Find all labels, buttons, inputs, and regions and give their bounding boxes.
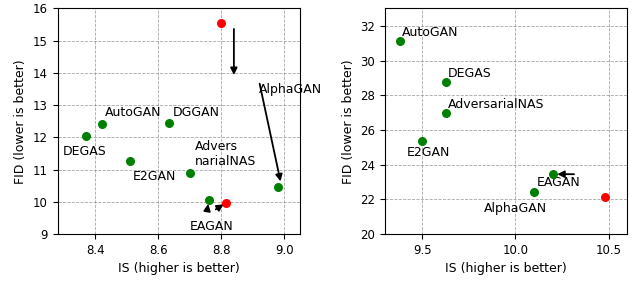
Point xyxy=(216,21,227,25)
Text: E2GAN: E2GAN xyxy=(407,146,451,158)
X-axis label: IS (higher is better): IS (higher is better) xyxy=(445,262,567,275)
Text: AlphaGAN: AlphaGAN xyxy=(484,202,547,215)
Point xyxy=(273,185,283,190)
Y-axis label: FID (lower is better): FID (lower is better) xyxy=(14,59,28,184)
Point xyxy=(185,171,195,175)
Point xyxy=(395,39,405,44)
Text: AutoGAN: AutoGAN xyxy=(401,26,458,39)
Text: AdversarialNAS: AdversarialNAS xyxy=(448,98,545,111)
Point xyxy=(529,190,539,195)
Text: EAGAN: EAGAN xyxy=(537,176,580,189)
Point xyxy=(164,121,175,125)
Point xyxy=(600,195,610,199)
Text: DGGAN: DGGAN xyxy=(173,106,220,119)
X-axis label: IS (higher is better): IS (higher is better) xyxy=(118,262,239,275)
Text: EAGAN: EAGAN xyxy=(190,220,234,233)
Text: AutoGAN: AutoGAN xyxy=(105,106,161,119)
Point xyxy=(547,172,557,177)
Point xyxy=(81,133,91,138)
Point xyxy=(441,80,451,85)
Point xyxy=(221,201,231,205)
Text: Advers
narialNAS: Advers narialNAS xyxy=(195,140,256,168)
Point xyxy=(97,122,107,126)
Text: DEGAS: DEGAS xyxy=(62,146,106,158)
Y-axis label: FID (lower is better): FID (lower is better) xyxy=(342,59,355,184)
Text: AlphaGAN: AlphaGAN xyxy=(259,83,322,96)
Text: DEGAS: DEGAS xyxy=(448,67,492,80)
Point xyxy=(125,159,135,163)
Point xyxy=(417,139,428,144)
Text: E2GAN: E2GAN xyxy=(133,169,177,183)
Point xyxy=(441,111,451,115)
Point xyxy=(204,198,214,202)
